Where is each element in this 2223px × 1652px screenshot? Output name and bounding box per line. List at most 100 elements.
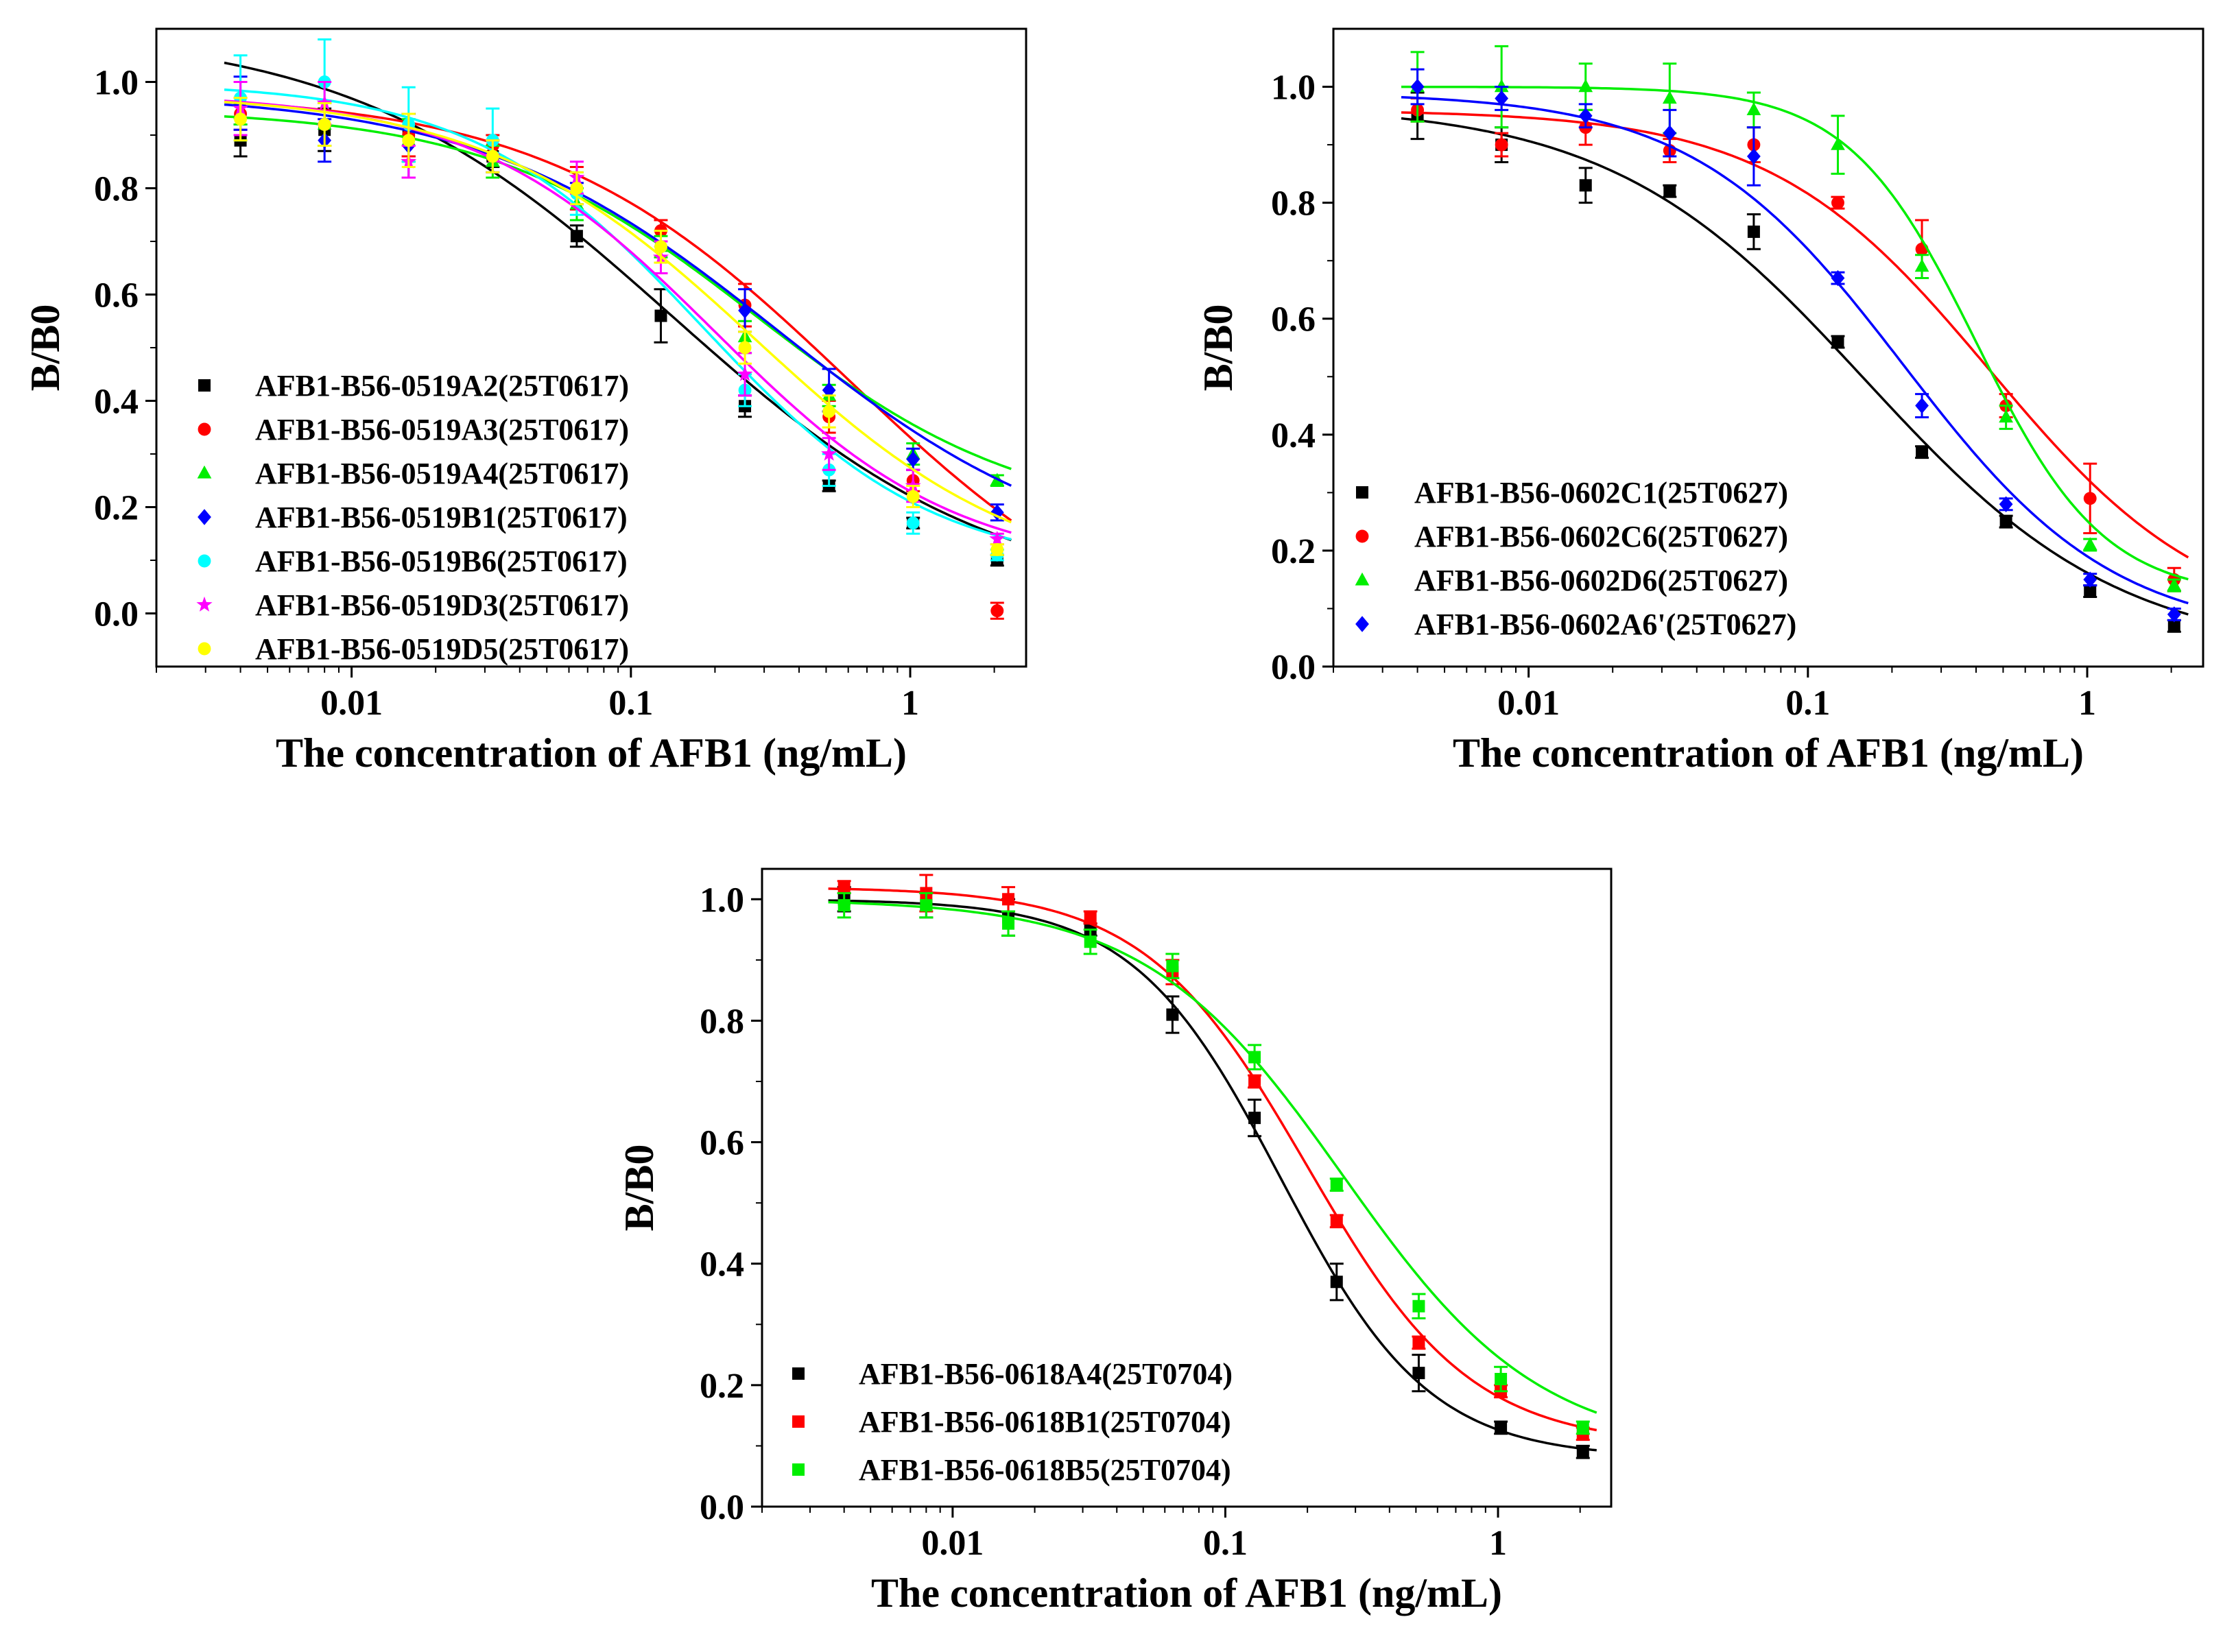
data-point: [570, 230, 583, 243]
legend-label: AFB1-B56-0519A3(25T0617): [255, 413, 629, 446]
y-tick-label: 0.6: [1271, 300, 1316, 339]
data-point: [1914, 259, 1929, 272]
data-point: [1412, 1336, 1425, 1349]
legend-label: AFB1-B56-0618B1(25T0704): [859, 1405, 1231, 1439]
fit-curve: [224, 61, 1012, 542]
data-point: [1663, 125, 1677, 141]
legend-label: AFB1-B56-0602D6(25T0627): [1414, 564, 1788, 597]
y-tick-label: 0.2: [1271, 532, 1316, 571]
y-tick-label: 0.6: [700, 1124, 744, 1163]
fit-curve: [224, 103, 1012, 487]
legend-marker: [198, 554, 211, 568]
data-point: [837, 899, 851, 912]
series-afb1-b56-0519d5-25t0617: [224, 97, 1012, 556]
data-point: [1999, 496, 2013, 512]
legend-label: AFB1-B56-0519D3(25T0617): [255, 588, 629, 622]
data-point: [1084, 911, 1097, 924]
x-axis-label: The concentration of AFB1 (ng/mL): [871, 1570, 1502, 1616]
data-point: [1330, 1276, 1343, 1289]
x-tick-label: 0.1: [608, 684, 653, 723]
legend-label: AFB1-B56-0519B1(25T0617): [255, 501, 628, 534]
legend-label: AFB1-B56-0618B5(25T0704): [859, 1453, 1231, 1487]
plot-frame: [1332, 27, 2204, 668]
data-point: [990, 604, 1004, 618]
data-point: [1412, 1300, 1425, 1313]
chart-panel-top-left: 0.0 0.2 0.4 0.6 0.8 1.0 0.01 0.1 1 The concentrat…: [23, 27, 1027, 776]
fit-curve: [224, 100, 1012, 524]
x-tick-label: 1: [901, 684, 919, 723]
legend-label: AFB1-B56-0519A4(25T0617): [255, 457, 629, 490]
data-point: [990, 543, 1004, 556]
data-point: [570, 182, 584, 195]
legend: AFB1-B56-0519A2(25T0617) AFB1-B56-0519A3(…: [196, 369, 629, 666]
data-point: [1916, 446, 1929, 459]
legend-label: AFB1-B56-0602C1(25T0627): [1414, 476, 1788, 510]
x-tick-label: 1: [2078, 684, 2096, 723]
y-tick-label: 0.0: [1271, 648, 1316, 687]
data-point: [2083, 571, 2097, 588]
fit-curve: [1401, 117, 2189, 616]
y-tick-label: 0.8: [1271, 184, 1316, 224]
series-afb1-b56-0519a2-25t0617: [224, 61, 1012, 567]
y-tick-label: 0.4: [700, 1245, 744, 1284]
legend-label: AFB1-B56-0618A4(25T0704): [859, 1357, 1233, 1391]
y-tick-label: 0.8: [94, 170, 139, 209]
data-point: [318, 118, 331, 131]
series-afb1-b56-0519a3-25t0617: [224, 97, 1012, 620]
chart-panel-bottom: 0.0 0.2 0.4 0.6 0.8 1.0 0.01 0.1 1 The concentrat…: [617, 867, 1613, 1616]
data-point: [2167, 577, 2182, 591]
data-point: [1248, 1112, 1261, 1125]
data-point: [837, 881, 851, 894]
legend: AFB1-B56-0618A4(25T0704) AFB1-B56-0618B1(…: [792, 1357, 1233, 1487]
data-point: [1412, 1367, 1425, 1380]
x-tick-label: 0.01: [921, 1524, 984, 1563]
data-point: [1495, 1421, 1508, 1434]
legend-marker: [1355, 616, 1369, 632]
legend-marker: [196, 596, 213, 612]
legend-label: AFB1-B56-0602A6'(25T0627): [1414, 608, 1796, 641]
data-point: [1579, 179, 1592, 192]
series-afb1-b56-0602c6-25t0627: [1401, 97, 2189, 592]
y-axis-label: B/B0: [1196, 304, 1241, 392]
data-point: [1576, 1446, 1589, 1459]
plot-frame: [761, 867, 1613, 1508]
data-point: [654, 240, 667, 254]
data-point: [822, 405, 836, 418]
data-point: [738, 302, 752, 319]
data-point: [1999, 515, 2012, 528]
data-point: [1494, 79, 1509, 93]
data-point: [654, 309, 667, 322]
chart-panel-top-right: 0.0 0.2 0.4 0.6 0.8 1.0 0.01 0.1 1 The concentrat…: [1196, 27, 2204, 776]
fit-curve: [828, 887, 1597, 1432]
legend-marker: [792, 1415, 805, 1428]
data-point: [2084, 585, 2097, 598]
y-tick-label: 0.2: [94, 489, 139, 528]
data-point: [738, 341, 752, 355]
data-point: [1831, 270, 1845, 287]
data-point: [1578, 108, 1593, 124]
legend-label: AFB1-B56-0519B6(25T0617): [255, 544, 628, 578]
legend: AFB1-B56-0602C1(25T0627) AFB1-B56-0602C6(…: [1355, 476, 1796, 641]
legend-marker: [792, 1463, 805, 1476]
x-tick-label: 0.01: [1497, 684, 1560, 723]
fit-curve: [224, 115, 1012, 470]
data-point: [906, 490, 920, 503]
data-point: [906, 516, 920, 530]
data-point: [2167, 606, 2181, 623]
x-tick-label: 0.01: [320, 684, 383, 723]
data-point: [1578, 79, 1593, 93]
series-afb1-b56-0519b1-25t0617: [224, 75, 1012, 522]
y-tick-label: 1.0: [1271, 69, 1316, 108]
data-point: [1166, 1008, 1179, 1021]
y-tick-label: 0.8: [700, 1002, 744, 1041]
data-point: [1747, 225, 1760, 238]
data-point: [486, 149, 499, 163]
y-axis-label: B/B0: [23, 304, 68, 392]
data-point: [1002, 917, 1015, 930]
fit-curve: [1401, 85, 2189, 581]
x-axis-label: The concentration of AFB1 (ng/mL): [1453, 730, 2084, 776]
legend-marker: [1355, 529, 1369, 543]
x-tick-label: 0.1: [1785, 684, 1830, 723]
x-tick-label: 1: [1489, 1524, 1507, 1563]
